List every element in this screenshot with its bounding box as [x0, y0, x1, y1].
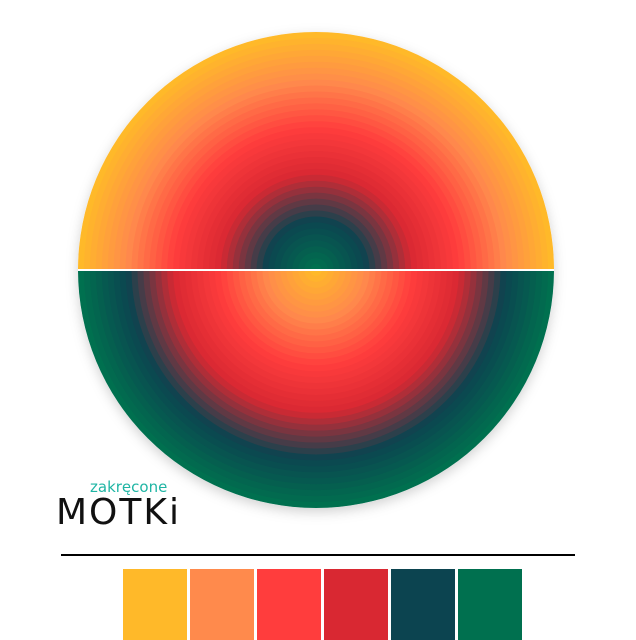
logo-title: MOTKi: [56, 492, 181, 533]
color-swatch: [391, 569, 455, 640]
gradient-circle-artwork: [78, 32, 554, 508]
logo-subtitle: zakręcone: [90, 478, 168, 496]
gradient-ring: [310, 264, 322, 269]
bottom-half-gradient: [78, 271, 554, 508]
brand-logo: zakręcone MOTKi: [56, 478, 216, 538]
gradient-ring: [310, 271, 322, 276]
color-swatch: [324, 569, 388, 640]
color-swatch: [257, 569, 321, 640]
color-swatch: [458, 569, 522, 640]
divider: [61, 554, 575, 556]
top-half-gradient: [78, 32, 554, 269]
color-swatch: [123, 569, 187, 640]
gradient-ring: [304, 258, 328, 269]
color-swatch: [190, 569, 254, 640]
gradient-ring: [304, 271, 328, 282]
